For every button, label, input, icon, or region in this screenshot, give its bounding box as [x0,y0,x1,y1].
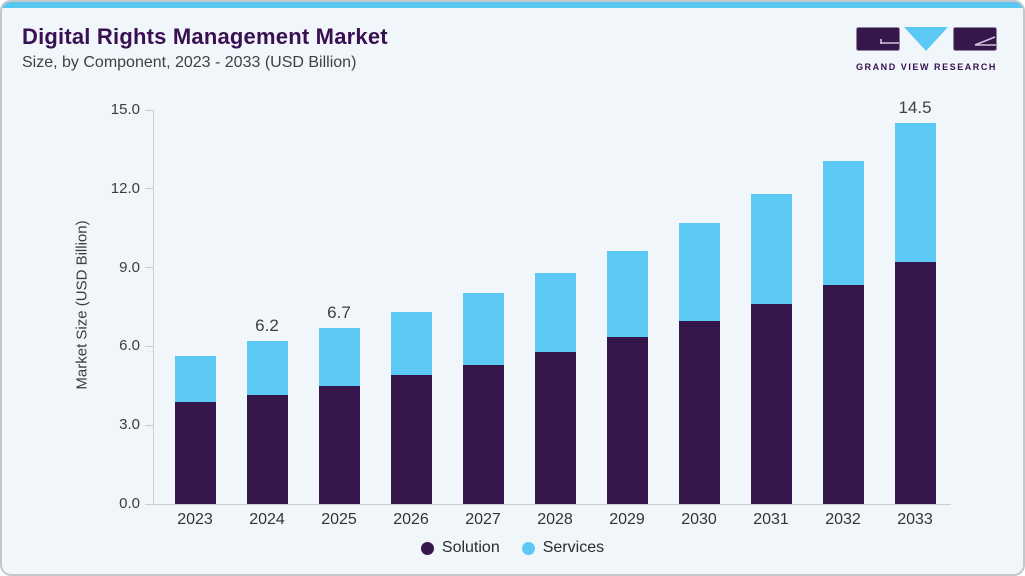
y-axis-tick-label: 3.0 [119,416,140,434]
bar-value-label-2025: 6.7 [327,303,351,323]
y-axis-tick [145,503,153,505]
bar-2030 [678,222,720,504]
y-axis-tick [145,109,153,111]
x-axis-label-2033: 2033 [897,511,933,528]
bar-segment-services [894,123,936,263]
legend-swatch-solution [420,541,434,555]
bar-segment-solution [390,375,432,504]
x-axis-label-2028: 2028 [537,511,573,528]
gvr-logo-text: GRAND VIEW RESEARCH [856,62,997,72]
y-axis-tick-label: 0.0 [119,495,140,512]
page-title: Digital Rights Management Market [22,24,388,49]
bar-segment-services [246,341,288,395]
legend-item-services: Services [521,539,605,557]
y-axis-tick-label: 15.0 [110,101,140,118]
plot-area: 15.0 12.0 9.0 6.0 3.0 0.0 2023 2024 6.2 2025 6.7 20… [111,98,951,528]
x-axis-label-2024: 2024 [249,511,285,528]
bar-segment-solution [534,351,576,504]
y-axis-title: Market Size (USD Billion) [73,220,91,390]
y-axis-tick-label: 9.0 [119,258,140,276]
legend-item-solution: Solution [420,539,500,557]
y-axis-tick [145,267,153,269]
bar-2023 [174,355,216,504]
bar-segment-services [462,292,504,365]
x-axis-label-2029: 2029 [609,511,645,528]
x-axis-label-2025: 2025 [321,511,357,528]
x-axis-label-2031: 2031 [753,511,789,528]
bar-segment-solution [318,385,360,504]
bar-segment-solution [246,395,288,504]
y-axis-tick-label: 6.0 [119,337,140,355]
bar-2027 [462,292,504,504]
x-axis-label-2027: 2027 [465,511,501,528]
bar-segment-services [750,194,792,305]
bar-2025 [318,328,360,504]
page-subtitle: Size, by Component, 2023 - 2033 (USD Bil… [22,54,357,71]
bar-segment-services [822,161,864,285]
chart-header: Digital Rights Management Market Size, b… [22,24,388,72]
bar-2031 [750,194,792,504]
bar-segment-solution [174,401,216,504]
bar-segment-solution [750,304,792,504]
bar-2033 [894,123,936,504]
x-axis-label-2026: 2026 [393,511,429,528]
legend-label: Solution [441,539,500,556]
bar-2026 [390,312,432,504]
y-axis-tick-label: 12.0 [110,179,140,197]
y-axis-tick [145,424,153,426]
legend-swatch-services [521,541,535,555]
x-axis-label-2032: 2032 [825,511,861,528]
bar-segment-solution [606,337,648,504]
bar-segment-solution [894,262,936,504]
bar-segment-services [174,355,216,402]
bar-2029 [606,250,648,504]
gvr-logo-mark [856,27,997,51]
bar-value-label-2024: 6.2 [255,316,279,336]
chart-legend: Solution Services [2,539,1023,557]
bar-2024 [246,341,288,504]
bar-value-label-2033: 14.5 [898,98,932,118]
bar-segment-solution [462,364,504,504]
bar-segment-services [606,250,648,338]
bar-2032 [822,161,864,504]
x-axis-label-2030: 2030 [681,511,717,528]
x-axis-label-2023: 2023 [177,511,213,528]
y-axis-tick [145,188,153,190]
bar-2028 [534,272,576,504]
accent-topbar [2,2,1023,8]
y-axis-tick [145,345,153,347]
bar-segment-solution [822,284,864,504]
bar-segment-services [534,272,576,352]
bar-segment-services [318,328,360,386]
bar-segment-services [390,312,432,376]
legend-label: Services [542,539,605,556]
bar-segment-services [678,222,720,322]
bar-segment-solution [678,321,720,504]
grand-view-research-logo: GRAND VIEW RESEARCH [856,27,998,72]
